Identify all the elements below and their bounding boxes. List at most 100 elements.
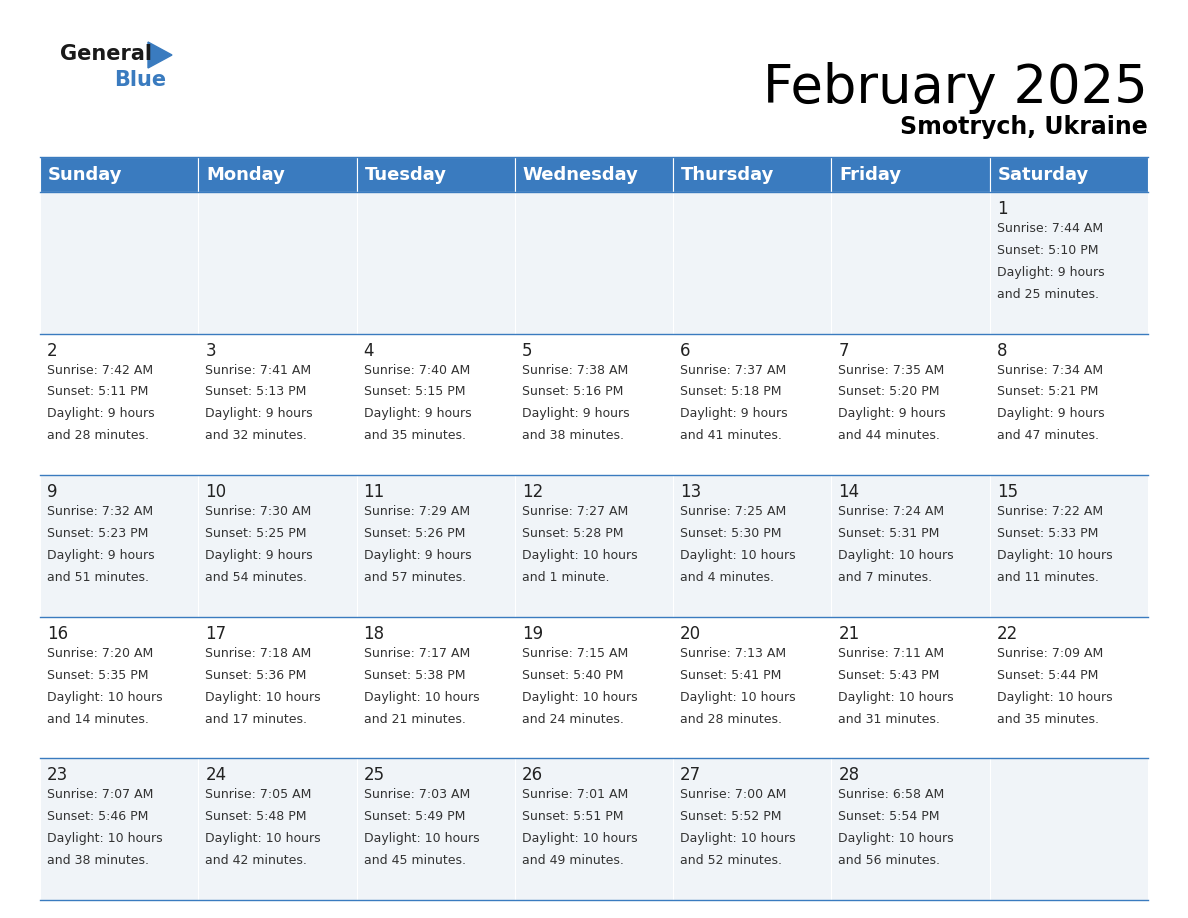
Text: Daylight: 9 hours: Daylight: 9 hours	[681, 408, 788, 420]
Text: Daylight: 10 hours: Daylight: 10 hours	[839, 549, 954, 562]
Text: Thursday: Thursday	[681, 165, 775, 184]
Text: and 4 minutes.: and 4 minutes.	[681, 571, 775, 584]
Text: Friday: Friday	[840, 165, 902, 184]
Text: Daylight: 10 hours: Daylight: 10 hours	[364, 833, 479, 845]
Text: Sunrise: 7:40 AM: Sunrise: 7:40 AM	[364, 364, 469, 376]
Text: Sunset: 5:31 PM: Sunset: 5:31 PM	[839, 527, 940, 540]
Text: and 24 minutes.: and 24 minutes.	[522, 712, 624, 725]
Text: Saturday: Saturday	[998, 165, 1089, 184]
Bar	[40, 617, 198, 758]
Text: Sunset: 5:25 PM: Sunset: 5:25 PM	[206, 527, 307, 540]
Text: Daylight: 9 hours: Daylight: 9 hours	[839, 408, 946, 420]
Text: Sunrise: 7:15 AM: Sunrise: 7:15 AM	[522, 647, 628, 660]
Text: Daylight: 10 hours: Daylight: 10 hours	[681, 549, 796, 562]
Text: Sunset: 5:36 PM: Sunset: 5:36 PM	[206, 668, 307, 682]
Bar	[40, 476, 198, 617]
Text: Sunrise: 7:22 AM: Sunrise: 7:22 AM	[997, 505, 1102, 518]
Bar	[832, 758, 990, 900]
Text: 8: 8	[997, 341, 1007, 360]
Bar	[674, 617, 832, 758]
Text: 15: 15	[997, 483, 1018, 501]
Text: Daylight: 10 hours: Daylight: 10 hours	[48, 833, 163, 845]
Bar	[514, 617, 674, 758]
Text: Daylight: 10 hours: Daylight: 10 hours	[839, 833, 954, 845]
Text: Sunset: 5:20 PM: Sunset: 5:20 PM	[839, 386, 940, 398]
Text: Sunrise: 7:37 AM: Sunrise: 7:37 AM	[681, 364, 786, 376]
Text: 11: 11	[364, 483, 385, 501]
Text: Sunset: 5:41 PM: Sunset: 5:41 PM	[681, 668, 782, 682]
Text: Daylight: 9 hours: Daylight: 9 hours	[48, 408, 154, 420]
Text: Sunrise: 7:18 AM: Sunrise: 7:18 AM	[206, 647, 311, 660]
Bar	[198, 758, 356, 900]
Text: Sunset: 5:30 PM: Sunset: 5:30 PM	[681, 527, 782, 540]
Text: Sunset: 5:43 PM: Sunset: 5:43 PM	[839, 668, 940, 682]
Bar	[356, 758, 514, 900]
Text: and 57 minutes.: and 57 minutes.	[364, 571, 466, 584]
Bar	[832, 333, 990, 476]
Text: and 45 minutes.: and 45 minutes.	[364, 854, 466, 868]
Text: 7: 7	[839, 341, 849, 360]
Bar	[990, 758, 1148, 900]
Text: and 21 minutes.: and 21 minutes.	[364, 712, 466, 725]
Bar	[674, 192, 832, 333]
Bar	[40, 758, 198, 900]
Text: 5: 5	[522, 341, 532, 360]
Bar	[990, 192, 1148, 333]
Text: Sunrise: 7:38 AM: Sunrise: 7:38 AM	[522, 364, 628, 376]
Text: 18: 18	[364, 625, 385, 643]
Text: Sunrise: 7:44 AM: Sunrise: 7:44 AM	[997, 222, 1102, 235]
Text: and 49 minutes.: and 49 minutes.	[522, 854, 624, 868]
Text: Sunset: 5:28 PM: Sunset: 5:28 PM	[522, 527, 624, 540]
Text: Tuesday: Tuesday	[365, 165, 447, 184]
Text: and 25 minutes.: and 25 minutes.	[997, 287, 1099, 301]
Text: Daylight: 9 hours: Daylight: 9 hours	[997, 266, 1105, 279]
Bar	[832, 617, 990, 758]
Text: Daylight: 9 hours: Daylight: 9 hours	[48, 549, 154, 562]
Text: Sunrise: 7:03 AM: Sunrise: 7:03 AM	[364, 789, 469, 801]
Text: and 35 minutes.: and 35 minutes.	[364, 430, 466, 442]
Text: Daylight: 9 hours: Daylight: 9 hours	[206, 549, 312, 562]
Text: Daylight: 10 hours: Daylight: 10 hours	[364, 690, 479, 703]
Text: Sunrise: 7:30 AM: Sunrise: 7:30 AM	[206, 505, 311, 518]
Text: 22: 22	[997, 625, 1018, 643]
Bar	[356, 476, 514, 617]
Text: 14: 14	[839, 483, 860, 501]
Bar	[198, 476, 356, 617]
Text: 20: 20	[681, 625, 701, 643]
Bar	[356, 333, 514, 476]
Text: Wednesday: Wednesday	[523, 165, 639, 184]
Bar	[990, 476, 1148, 617]
Text: 28: 28	[839, 767, 860, 784]
Text: Sunset: 5:35 PM: Sunset: 5:35 PM	[48, 668, 148, 682]
Text: Daylight: 10 hours: Daylight: 10 hours	[48, 690, 163, 703]
Text: 26: 26	[522, 767, 543, 784]
Text: Sunrise: 7:00 AM: Sunrise: 7:00 AM	[681, 789, 786, 801]
Text: Daylight: 9 hours: Daylight: 9 hours	[364, 549, 472, 562]
Text: Smotrych, Ukraine: Smotrych, Ukraine	[901, 115, 1148, 139]
Text: 4: 4	[364, 341, 374, 360]
Text: and 1 minute.: and 1 minute.	[522, 571, 609, 584]
Text: 24: 24	[206, 767, 227, 784]
Bar	[832, 476, 990, 617]
Bar	[40, 157, 198, 192]
Text: Sunset: 5:38 PM: Sunset: 5:38 PM	[364, 668, 465, 682]
Text: Sunset: 5:26 PM: Sunset: 5:26 PM	[364, 527, 465, 540]
Bar	[356, 157, 514, 192]
Text: Sunrise: 7:13 AM: Sunrise: 7:13 AM	[681, 647, 786, 660]
Text: Sunrise: 7:42 AM: Sunrise: 7:42 AM	[48, 364, 153, 376]
Bar	[514, 333, 674, 476]
Bar	[674, 476, 832, 617]
Bar	[198, 192, 356, 333]
Polygon shape	[148, 42, 172, 68]
Text: and 54 minutes.: and 54 minutes.	[206, 571, 308, 584]
Text: General: General	[61, 44, 152, 64]
Text: Sunrise: 7:09 AM: Sunrise: 7:09 AM	[997, 647, 1102, 660]
Text: 9: 9	[48, 483, 57, 501]
Text: Daylight: 10 hours: Daylight: 10 hours	[522, 690, 638, 703]
Text: Sunrise: 7:17 AM: Sunrise: 7:17 AM	[364, 647, 469, 660]
Text: Blue: Blue	[114, 70, 166, 90]
Text: Daylight: 10 hours: Daylight: 10 hours	[997, 690, 1112, 703]
Text: and 38 minutes.: and 38 minutes.	[48, 854, 148, 868]
Bar	[990, 617, 1148, 758]
Text: and 42 minutes.: and 42 minutes.	[206, 854, 308, 868]
